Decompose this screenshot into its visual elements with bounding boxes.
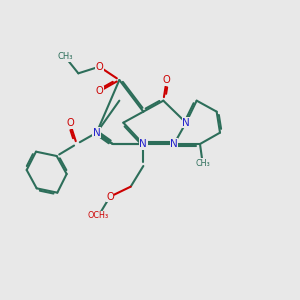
Text: O: O	[95, 62, 103, 72]
Text: N: N	[182, 118, 190, 128]
Text: O: O	[95, 86, 103, 96]
Text: N: N	[170, 139, 178, 149]
Text: N: N	[140, 139, 147, 149]
Text: O: O	[163, 75, 170, 85]
Text: CH₃: CH₃	[195, 159, 210, 168]
Text: O: O	[106, 192, 114, 202]
Text: O: O	[66, 118, 74, 128]
Text: CH₃: CH₃	[57, 52, 73, 61]
Text: OCH₃: OCH₃	[88, 212, 109, 220]
Text: N: N	[93, 128, 101, 138]
